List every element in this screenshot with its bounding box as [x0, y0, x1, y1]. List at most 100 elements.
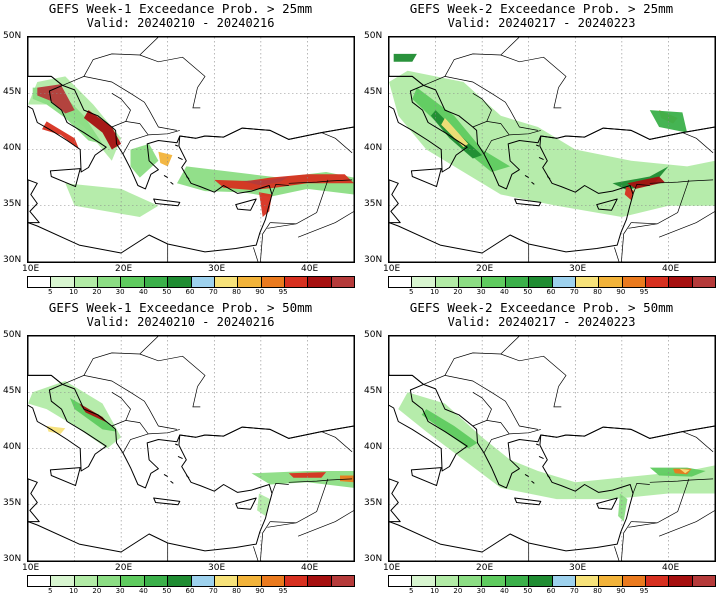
colorbar-tick-label: 30 [115, 288, 125, 296]
probability-area [65, 183, 159, 217]
colorbar-swatch [389, 576, 413, 586]
border-line [260, 222, 271, 262]
country-borders [28, 336, 354, 561]
colorbar-tick-label: 30 [476, 587, 486, 595]
border-line [621, 222, 632, 262]
probability-map [388, 335, 716, 562]
lat-label-40n: 40N [364, 143, 383, 153]
border-line [267, 522, 297, 528]
probability-area [441, 118, 469, 148]
colorbar-tick-label: 30 [115, 587, 125, 595]
colorbar-tick-label: 80 [593, 288, 603, 296]
border-line [271, 184, 289, 195]
probability-area [679, 468, 690, 474]
lon-label-40e: 40E [301, 264, 319, 274]
panel-title: GEFS Week-1 Exceedance Prob. > 25mm [48, 1, 313, 16]
colorbar-tick-label: 10 [430, 288, 440, 296]
colorbar-swatch [144, 277, 169, 287]
island [185, 475, 190, 479]
coastline [389, 336, 715, 489]
border-line [628, 223, 658, 229]
border-line [321, 132, 353, 154]
colorbar-tick-label: 20 [92, 288, 102, 296]
colorbar-swatch [238, 277, 262, 287]
colorbar-swatch [459, 576, 483, 586]
colorbar-swatch [28, 576, 52, 586]
coastline [49, 168, 81, 188]
colorbar-swatch [552, 277, 576, 287]
colorbar-tick-label: 5 [409, 587, 414, 595]
lat-label-50n: 50N [3, 330, 22, 340]
country-borders [28, 37, 354, 262]
coastline [410, 168, 442, 188]
border-line [632, 184, 650, 195]
country-borders [389, 336, 715, 561]
border-line [472, 392, 492, 421]
coastline [49, 467, 81, 487]
border-line [472, 420, 541, 435]
border-line [632, 483, 650, 494]
colorbar-ticks: 5 10 20 30 40 50 60 70 80 90 95 [27, 288, 353, 298]
panel-week2-50mm: GEFS Week-2 Exceedance Prob. > 50mm Vali… [361, 299, 722, 598]
colorbar-tick-label: 5 [48, 288, 53, 296]
colorbar-swatch [482, 576, 506, 586]
border-line [270, 478, 329, 524]
panel-valid-dates: Valid: 20240210 - 20240216 [86, 16, 275, 30]
colorbar-tick-label: 5 [48, 587, 53, 595]
border-line [111, 420, 180, 435]
map-canvas [28, 37, 354, 262]
island [163, 174, 168, 179]
panel-title: GEFS Week-2 Exceedance Prob. > 25mm [409, 1, 674, 16]
border-line [500, 37, 520, 56]
lat-label-30n: 30N [364, 554, 383, 564]
border-line [423, 375, 539, 430]
lat-label-50n: 50N [364, 31, 383, 41]
map-canvas [389, 336, 715, 561]
probability-map [27, 335, 355, 562]
border-line [423, 76, 539, 131]
colorbar-tick-label: 90 [255, 587, 265, 595]
colorbar [27, 276, 355, 288]
probability-contours [28, 76, 354, 217]
graticule [389, 37, 715, 262]
border-line [253, 247, 259, 262]
lat-label-35n: 35N [364, 199, 383, 209]
graticule [28, 37, 354, 262]
colorbar-swatch [692, 277, 716, 287]
island [524, 473, 529, 478]
border-line [297, 211, 354, 238]
border-line [297, 510, 354, 537]
coastline [514, 198, 542, 207]
probability-area [389, 70, 715, 217]
island [538, 455, 544, 460]
coastline [389, 478, 401, 523]
lon-label-20e: 20E [476, 563, 494, 573]
colorbar-swatch [599, 277, 623, 287]
border-line [682, 132, 714, 154]
probability-area [288, 472, 327, 478]
colorbar-swatch [645, 576, 670, 586]
colorbar-swatch [412, 277, 436, 287]
colorbar-swatch [459, 277, 483, 287]
border-line [111, 93, 131, 122]
panel-valid-dates: Valid: 20240210 - 20240216 [86, 315, 275, 329]
probability-area [612, 166, 669, 190]
coastline [389, 179, 401, 224]
border-line [260, 521, 271, 561]
colorbar-tick-label: 10 [69, 288, 79, 296]
colorbar-swatch [575, 576, 600, 586]
colorbar-swatch [669, 277, 693, 287]
colorbar-swatch [98, 277, 122, 287]
colorbar-tick-label: 70 [569, 587, 579, 595]
colorbar-tick-label: 20 [92, 587, 102, 595]
lon-label-40e: 40E [301, 563, 319, 573]
colorbar-swatch [435, 277, 460, 287]
colorbar-tick-label: 50 [162, 288, 172, 296]
border-line [321, 431, 353, 453]
colorbar-swatch [622, 576, 646, 586]
border-line [472, 121, 541, 136]
colorbar [388, 276, 716, 288]
border-line [631, 478, 690, 524]
probability-area [257, 493, 271, 516]
lon-label-10e: 10E [22, 563, 40, 573]
